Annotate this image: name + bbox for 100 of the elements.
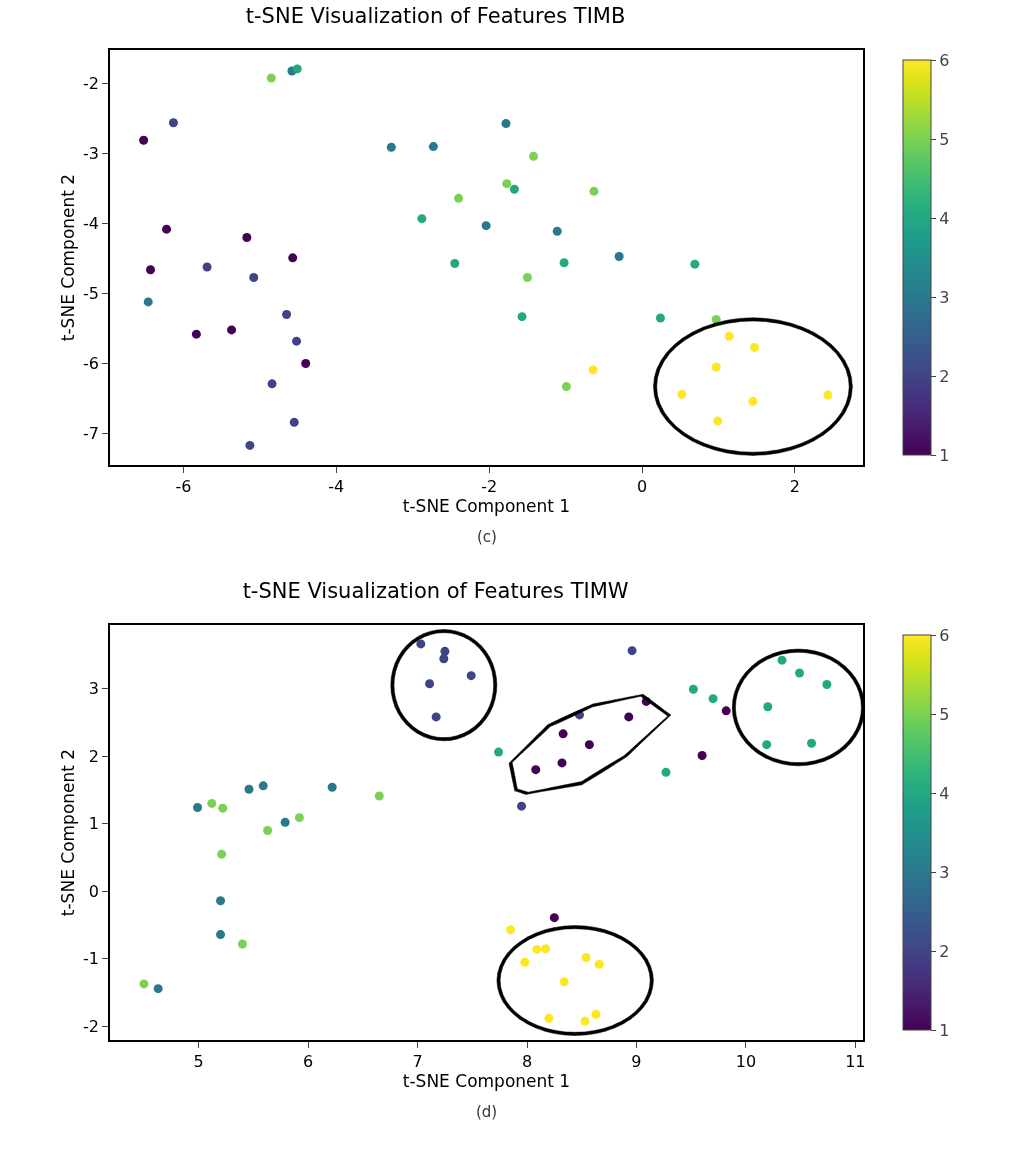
point (139, 135, 149, 145)
point (823, 390, 833, 400)
point (762, 740, 772, 750)
x-axis-title: t-SNE Component 1 (402, 1070, 571, 1091)
text: (c) (477, 528, 497, 546)
y-tick-label: 2 (88, 746, 100, 766)
color-bar-label: 3 (939, 287, 950, 307)
x-tick-label: 6 (303, 1051, 314, 1071)
x-axis-title: t-SNE Component 1 (402, 495, 571, 516)
point (749, 342, 759, 352)
point (292, 336, 302, 346)
point (244, 784, 254, 794)
x-tick-label: 8 (521, 1051, 533, 1071)
point (288, 253, 298, 263)
point (713, 416, 723, 426)
point (327, 782, 337, 792)
y-tick-label: 1 (88, 814, 100, 834)
y-tick-label: -3 (83, 144, 100, 164)
y-tick-label: 0 (88, 881, 100, 901)
point (522, 272, 532, 282)
chart-title: t-SNE Visualization of Features TIMB (245, 4, 626, 29)
point (428, 142, 438, 152)
point (416, 639, 426, 649)
point (506, 925, 516, 935)
point (162, 224, 172, 234)
point (822, 679, 832, 689)
point (502, 179, 512, 189)
point (594, 959, 604, 969)
x-tick-label: -6 (175, 476, 192, 496)
x-tick-label: 11 (845, 1051, 866, 1071)
point (584, 740, 594, 750)
point (202, 262, 212, 272)
color-bar-label: 6 (939, 50, 950, 70)
point (697, 750, 707, 760)
point (139, 979, 149, 989)
point (807, 738, 817, 748)
point (557, 758, 567, 768)
x-tick-label: -4 (328, 476, 345, 496)
point (529, 151, 539, 161)
point (282, 310, 292, 320)
point (559, 258, 569, 268)
point (292, 64, 302, 74)
point (267, 379, 277, 389)
point (301, 359, 311, 369)
point (289, 417, 299, 427)
point (591, 1009, 601, 1019)
x-tick-label: 9 (631, 1051, 642, 1071)
point (561, 382, 571, 392)
y-tick-label: -5 (83, 284, 100, 304)
point (549, 913, 559, 923)
point (216, 896, 226, 906)
point (193, 802, 203, 812)
point (143, 297, 153, 307)
point (655, 313, 665, 323)
x-tick-label: -2 (481, 476, 498, 496)
point (532, 944, 542, 954)
point (494, 747, 504, 757)
point (294, 813, 304, 823)
point (690, 259, 700, 269)
color-bar-label: 4 (939, 208, 950, 228)
point (191, 329, 201, 339)
point (431, 712, 441, 722)
color-bar-label: 5 (939, 704, 950, 724)
point (280, 817, 290, 827)
x-tick-label: 0 (636, 476, 648, 496)
point (589, 186, 599, 196)
x-tick-label: 2 (789, 476, 801, 496)
y-tick-label: -2 (83, 74, 100, 94)
y-tick-label: -6 (83, 354, 100, 374)
point (627, 646, 637, 656)
point (748, 396, 758, 406)
point (439, 654, 449, 664)
point (541, 944, 551, 954)
point (721, 706, 731, 716)
point (520, 957, 530, 967)
point (249, 272, 259, 282)
point (724, 331, 734, 341)
point (777, 655, 787, 665)
point (581, 953, 591, 963)
point (263, 825, 273, 835)
point (708, 694, 718, 704)
point (517, 312, 527, 322)
y-tick-label: -7 (83, 424, 100, 444)
point (763, 702, 773, 712)
point (517, 801, 527, 811)
y-tick-label: -1 (83, 949, 100, 969)
text: (d) (476, 1103, 498, 1121)
point (242, 233, 252, 243)
point (217, 849, 227, 859)
point (531, 765, 541, 775)
color-bar-label: 1 (939, 445, 950, 465)
point (501, 118, 511, 128)
y-tick-label: 3 (88, 679, 100, 699)
y-tick-label: -4 (83, 214, 100, 234)
point (218, 803, 228, 813)
point (559, 977, 569, 987)
point (153, 984, 163, 994)
x-tick-label: 7 (412, 1051, 423, 1071)
point (466, 671, 476, 681)
point (258, 781, 268, 791)
